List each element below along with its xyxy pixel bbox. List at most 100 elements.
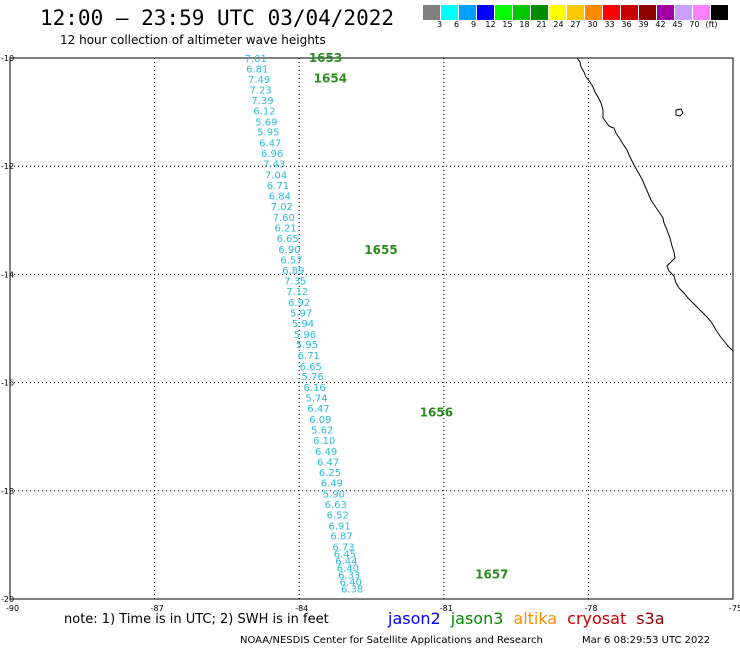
swh-value: 6.81 (246, 64, 268, 75)
swh-value: 7.04 (265, 170, 287, 181)
legend-swatch (495, 5, 513, 20)
swh-value: 7.49 (248, 75, 270, 86)
swh-value: 6.65 (300, 362, 322, 373)
legend-swatches (423, 5, 729, 20)
legend-swatch (711, 5, 729, 20)
swh-value: 6.87 (330, 532, 352, 543)
swh-value: 6.91 (329, 521, 351, 532)
legend-swatch (477, 5, 495, 20)
legend-label: 21 (536, 20, 547, 29)
legend-label: 6 (453, 20, 460, 29)
swh-value: 6.73 (332, 543, 354, 554)
swh-value: 7.43 (263, 159, 285, 170)
swh-value: 6.40 (337, 564, 359, 575)
swh-value: 6.71 (267, 181, 289, 192)
swh-value: 6.21 (275, 223, 297, 234)
legend-label: 15 (502, 20, 513, 29)
lon-tick-label: -78 (584, 604, 597, 613)
legend-label: 9 (470, 20, 477, 29)
legend-swatch (459, 5, 477, 20)
swh-value: 5.90 (323, 490, 345, 501)
swh-value: 6.96 (261, 149, 283, 160)
mission-list: jason2 jason3 altika cryosat s3a (388, 609, 665, 628)
mission-label: s3a (636, 609, 665, 628)
legend-swatch (441, 5, 459, 20)
legend-swatch (549, 5, 567, 20)
mission-label: jason2 (388, 609, 441, 628)
swh-value: 6.40 (340, 578, 362, 589)
lon-tick-label: -84 (295, 604, 308, 613)
map-grid (9, 57, 734, 600)
swh-value: 6.63 (325, 500, 347, 511)
mission-label: jason3 (450, 609, 504, 628)
swh-value: 6.84 (269, 191, 291, 202)
swh-value: 7.23 (249, 85, 271, 96)
color-legend: 3 6 9 12 15 18 21 24 27 30 33 36 39 42 45 70 (ft) (423, 5, 729, 29)
swh-value: 6.16 (303, 383, 325, 394)
swh-track: 7.016.817.497.237.396.125.695.956.476.96… (245, 54, 364, 596)
swh-value: 7.12 (286, 287, 308, 298)
swh-value: 6.47 (317, 458, 339, 469)
legend-label: 24 (553, 20, 564, 29)
legend-swatch (513, 5, 531, 20)
swh-value: 6.25 (319, 468, 341, 479)
swh-value: 6.71 (298, 351, 320, 362)
legend-label: 42 (655, 20, 666, 29)
swh-value: 5.62 (311, 426, 333, 437)
swh-value: 6.57 (280, 255, 302, 266)
swh-value: 6.47 (307, 404, 329, 415)
swh-value: 6.47 (259, 138, 281, 149)
legend-label: 45 (672, 20, 683, 29)
island-shape (675, 108, 684, 117)
legend-label: 39 (638, 20, 649, 29)
swh-value: 6.49 (321, 479, 343, 490)
lat-tick-label: -20 (1, 595, 14, 604)
legend-label: 70 (689, 20, 700, 29)
swh-value: 5.69 (255, 117, 277, 128)
axis-ticks: -90 -87 -84 -81 -78 -75 -10 -12 -14 -16 -18 -20 (1, 54, 740, 613)
lat-tick-label: -14 (1, 270, 14, 279)
lat-tick-label: -12 (1, 162, 14, 171)
pass-time: 1654 (314, 72, 347, 86)
legend-swatch (567, 5, 585, 20)
swh-value: 6.38 (341, 585, 363, 596)
lon-tick-label: -81 (440, 604, 453, 613)
swh-value: 5.95 (257, 128, 279, 139)
pass-time: 1657 (475, 568, 508, 582)
generated-timestamp: Mar 6 08:29:53 UTC 2022 (582, 635, 711, 646)
legend-label: 12 (485, 20, 496, 29)
footer-note: note: 1) Time is in UTC; 2) SWH is in fe… (64, 612, 329, 627)
pass-time: 1653 (309, 51, 342, 65)
swh-value: 7.01 (245, 54, 267, 65)
legend-swatch (693, 5, 711, 20)
map-subtitle: 12 hour collection of altimeter wave hei… (60, 33, 326, 47)
swh-value: 7.39 (251, 96, 273, 107)
swh-value: 6.09 (309, 415, 331, 426)
legend-swatch (621, 5, 639, 20)
swh-value: 6.10 (313, 436, 335, 447)
lat-tick-label: -10 (1, 54, 14, 63)
map-frame (9, 57, 734, 600)
legend-swatch (603, 5, 621, 20)
swh-value: 5.74 (305, 394, 327, 405)
swh-value: 7.60 (273, 213, 295, 224)
swh-value: 5.94 (292, 319, 314, 330)
swh-value: 6.44 (335, 557, 357, 568)
legend-swatch (585, 5, 603, 20)
swh-value: 5.95 (296, 340, 318, 351)
legend-swatch (531, 5, 549, 20)
legend-swatch (657, 5, 675, 20)
swh-value: 7.02 (271, 202, 293, 213)
lat-tick-label: -16 (1, 379, 14, 388)
swh-value: 5.96 (294, 330, 316, 341)
swh-value: 6.12 (253, 106, 275, 117)
swh-value: 6.52 (327, 511, 349, 522)
swh-value: 6.90 (278, 245, 300, 256)
swh-value: 6.89 (282, 266, 304, 277)
coastline-path (576, 57, 734, 352)
legend-label: 3 (436, 20, 443, 29)
swh-value: 6.92 (288, 298, 310, 309)
legend-label: 36 (621, 20, 632, 29)
mission-label: cryosat (567, 609, 627, 628)
